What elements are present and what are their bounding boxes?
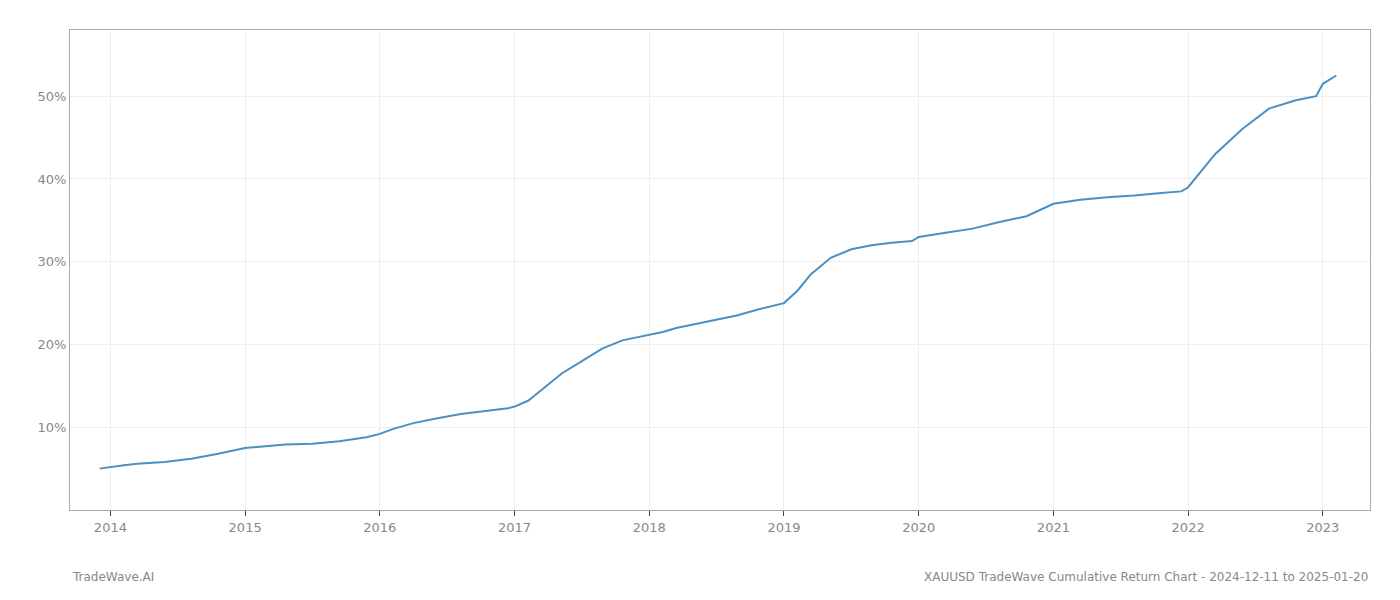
svg-text:40%: 40%	[37, 172, 66, 187]
svg-text:20%: 20%	[37, 337, 66, 352]
svg-text:2019: 2019	[767, 520, 800, 535]
svg-text:2017: 2017	[498, 520, 531, 535]
svg-text:2015: 2015	[229, 520, 262, 535]
svg-text:50%: 50%	[37, 89, 66, 104]
svg-text:10%: 10%	[37, 420, 66, 435]
svg-text:2020: 2020	[902, 520, 935, 535]
svg-text:2023: 2023	[1306, 520, 1339, 535]
svg-text:2021: 2021	[1037, 520, 1070, 535]
svg-text:2014: 2014	[94, 520, 127, 535]
svg-text:2022: 2022	[1172, 520, 1205, 535]
svg-text:TradeWave.AI: TradeWave.AI	[72, 570, 154, 584]
svg-text:2016: 2016	[363, 520, 396, 535]
svg-text:30%: 30%	[37, 254, 66, 269]
svg-text:XAUUSD TradeWave Cumulative Re: XAUUSD TradeWave Cumulative Return Chart…	[924, 570, 1368, 584]
svg-text:2018: 2018	[633, 520, 666, 535]
